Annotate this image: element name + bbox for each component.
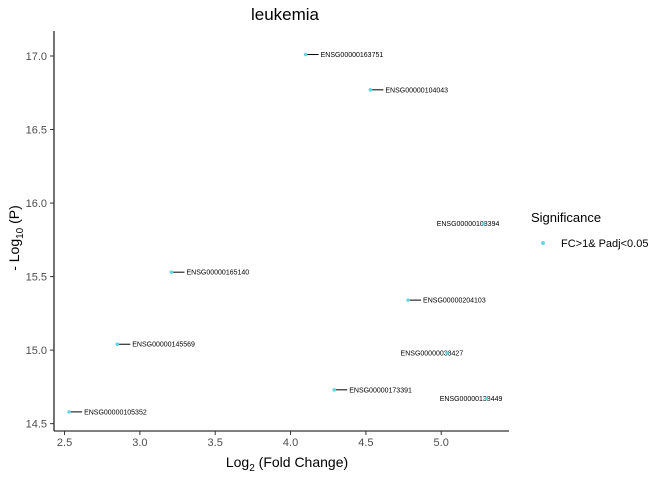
- y-tick-label: 15.5: [26, 272, 47, 284]
- point-label: ENSG00000104043: [385, 87, 448, 94]
- data-point: [115, 342, 120, 347]
- point-label: ENSG00000204103: [423, 298, 486, 305]
- y-axis-title: - Log10 (P): [6, 205, 26, 271]
- point-label: ENSG00000108394: [437, 221, 500, 228]
- point-label: ENSG00000165140: [187, 270, 250, 277]
- data-point: [481, 221, 486, 226]
- chart-title: leukemia: [251, 5, 320, 24]
- point-label: ENSG00000145569: [132, 342, 195, 349]
- y-axis-title-rest: (P): [6, 205, 22, 228]
- x-tick-label: 2.5: [57, 437, 72, 449]
- data-point: [445, 351, 450, 355]
- point-label: ENSG00000173391: [349, 387, 412, 394]
- legend-key-point: [541, 241, 545, 245]
- data-point: [406, 298, 410, 302]
- x-axis-title-sub: 2: [249, 463, 255, 474]
- y-axis-title-sub: 10: [15, 227, 26, 239]
- y-tick-label: 15.0: [26, 345, 47, 357]
- data-point: [368, 88, 373, 92]
- data-point: [67, 410, 71, 414]
- y-axis-title-pre: - Log: [6, 239, 22, 271]
- x-axis-title-rest: (Fold Change): [255, 454, 348, 470]
- x-axis-title: Log2 (Fold Change): [226, 454, 348, 474]
- x-tick-label: 5.0: [434, 437, 449, 449]
- point-label: ENSG00000138449: [440, 396, 503, 403]
- x-tick-label: 4.5: [358, 437, 373, 449]
- legend: Significance FC>1& Padj<0.05: [531, 210, 648, 250]
- data-point: [332, 388, 337, 392]
- point-label: ENSG00000163751: [321, 52, 384, 59]
- point-label: ENSG00000105352: [84, 409, 147, 416]
- y-tick-label: 14.5: [26, 419, 47, 431]
- point-label: ENSG00000038427: [401, 351, 464, 358]
- y-tick-label: 17.0: [26, 51, 47, 63]
- y-tick-label: 16.5: [26, 125, 47, 137]
- axes: 2.5 3.0 3.5 4.0 4.5 5.0 14.5 15.0 15.5 16.0 16.5 17…: [26, 31, 509, 449]
- y-tick-label: 16.0: [26, 198, 47, 210]
- data-point: [169, 270, 174, 274]
- data-points: ENSG00000163751 ENSG00000104043 ENSG000001…: [67, 52, 502, 416]
- data-point: [303, 52, 308, 57]
- legend-label: FC>1& Padj<0.05: [561, 238, 648, 250]
- data-point: [484, 396, 489, 401]
- legend-title: Significance: [531, 210, 601, 225]
- x-tick-label: 3.5: [208, 437, 223, 449]
- x-axis-title-base: Log: [226, 454, 249, 470]
- x-tick-label: 4.0: [283, 437, 298, 449]
- x-tick-label: 3.0: [132, 437, 147, 449]
